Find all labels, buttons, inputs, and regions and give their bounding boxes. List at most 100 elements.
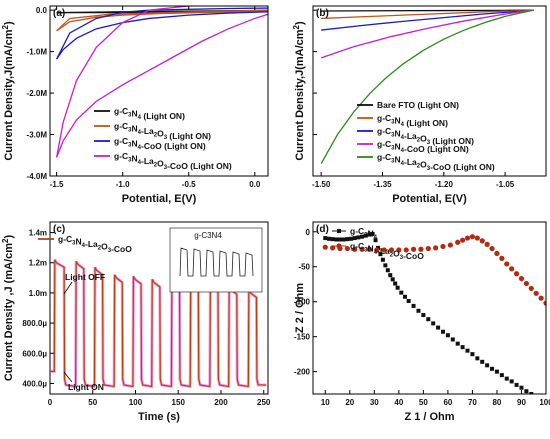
plot-area [320, 9, 534, 164]
point-circle [460, 237, 466, 243]
x-tick-label: -1.20 [435, 180, 454, 189]
point-circle [440, 243, 446, 250]
x-axis-label: Z 1 / Ohm [404, 411, 454, 423]
point-square [330, 237, 335, 242]
point-square [393, 281, 398, 286]
panel-2: g-C3N4 0 50 100 150 200 250 400.0µ 600.0µ 800.0µ 1… [1, 221, 271, 423]
point-circle [447, 242, 453, 248]
y-tick-label: -100 [294, 298, 311, 307]
y-tick-label: 800.0µ [22, 319, 47, 328]
point-square [524, 389, 529, 394]
x-tick-label: 50 [419, 398, 428, 407]
point-square [431, 321, 436, 326]
point-circle [455, 239, 461, 245]
y-tick-label: -200 [294, 368, 311, 377]
point-square [341, 237, 346, 242]
legend-label-0: Bare FTO (Light ON) [377, 100, 459, 110]
x-tick-label: 50 [88, 398, 97, 407]
y-tick-label: -50 [298, 263, 310, 272]
point-circle [464, 235, 471, 241]
x-tick-label: -1.0 [116, 180, 130, 189]
point-square [411, 303, 416, 308]
point-square [402, 294, 407, 299]
point-square [416, 308, 421, 313]
point-square [426, 317, 431, 322]
point-circle [396, 247, 402, 253]
x-axis-label: Potential, E(V) [392, 193, 467, 205]
legend-marker [337, 229, 341, 233]
point-square [514, 382, 519, 387]
y-tick-label: -3.0M [27, 131, 48, 140]
y-tick-label: -150 [294, 333, 311, 342]
y-tick-label: 1.2m [29, 259, 47, 268]
plot-area [50, 259, 267, 389]
series-line-return-1 [56, 9, 268, 32]
point-circle [374, 247, 380, 253]
axes-frame [312, 221, 547, 395]
point-circle [538, 295, 544, 301]
point-square [504, 376, 509, 381]
panel-1: -1.50 -1.35 -1.20 -1.05 Potential, E(V) Curre… [292, 5, 547, 205]
panel-3: 10 20 30 40 50 60 70 80 90 100 0 -50 -100 -150 -200 Z 1… [294, 221, 550, 423]
point-square [490, 366, 495, 371]
point-square [450, 337, 455, 342]
series-line-4 [320, 9, 534, 164]
point-circle [388, 247, 395, 253]
y-tick-label: 1.0m [29, 289, 47, 298]
point-circle [533, 290, 539, 296]
point-circle [528, 285, 534, 292]
legend-label-1: g-C3N4-La2O3-CoO [350, 241, 424, 261]
point-square [388, 273, 393, 278]
x-tick-label: 0.0 [249, 180, 261, 189]
x-tick-label: -0.5 [182, 180, 196, 189]
x-axis-label: Potential, E(V) [122, 193, 197, 205]
x-tick-label: 40 [394, 398, 403, 407]
x-axis-label: Time (s) [138, 411, 180, 423]
point-square [385, 268, 390, 273]
y-axis-label: Current Density ,J (mA/cm2) [1, 235, 15, 382]
point-circle [469, 234, 476, 240]
point-square [323, 236, 328, 241]
inset-frame [169, 227, 263, 293]
x-tick-label: 200 [214, 398, 228, 407]
legend-label-1: g-C3N4 (Light ON) [377, 113, 448, 128]
series-line-return-2 [56, 7, 268, 60]
series-line-1 [56, 10, 268, 32]
point-square [356, 235, 361, 240]
series-line-return-3 [55, 6, 220, 158]
point-square [390, 277, 395, 282]
point-circle [359, 246, 365, 252]
y-axis-label: Current Density,J(mA/cm2) [292, 21, 306, 161]
plot-area [55, 6, 268, 158]
point-circle [489, 245, 495, 252]
y-axis-label: Z 2 / Ohm [294, 283, 306, 333]
point-square [440, 329, 445, 334]
point-circle [322, 244, 328, 250]
legend-label-0: g-C3N4-La2O3-CoO [58, 234, 132, 254]
point-circle [499, 255, 505, 261]
point-square [470, 352, 475, 357]
point-square [395, 285, 400, 290]
legend-label-0: g-C3N4 (Light ON) [114, 106, 185, 121]
x-tick-label: -1.5 [50, 180, 64, 189]
point-circle [330, 245, 336, 251]
x-tick-label: 80 [492, 398, 501, 407]
point-square [455, 341, 460, 346]
point-circle [410, 246, 417, 252]
point-square [480, 359, 485, 364]
point-circle [479, 238, 485, 244]
inset-trace [179, 247, 254, 277]
panel-label: (d) [316, 224, 329, 235]
point-square [460, 345, 465, 350]
point-square [406, 299, 411, 304]
y-axis-label: Current Density,J(mA/cm2) [1, 21, 15, 161]
point-circle [403, 247, 409, 253]
point-circle [366, 246, 373, 252]
point-square [475, 356, 480, 361]
point-square [380, 257, 385, 262]
legend-marker [336, 243, 342, 249]
point-square [337, 237, 342, 242]
y-tick-label: 0.0 [36, 6, 48, 15]
point-square [352, 236, 357, 241]
y-tick-label: -1.0M [27, 48, 48, 57]
